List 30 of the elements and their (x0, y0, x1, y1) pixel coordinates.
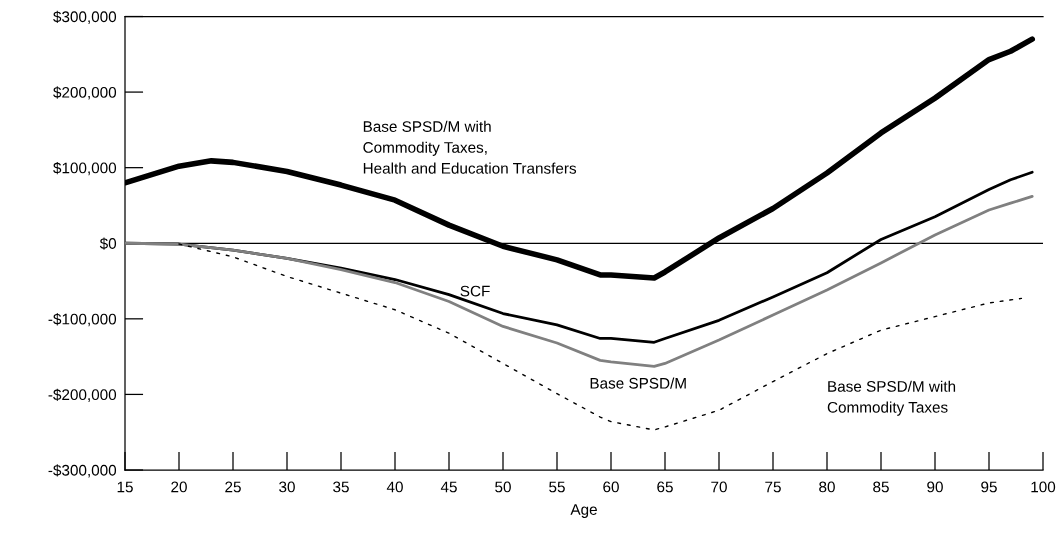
x-tick-label: 65 (657, 481, 673, 493)
x-tick-label: 35 (333, 481, 349, 493)
x-tick-label: 55 (549, 481, 565, 493)
series-label: Base SPSD/M with Commodity Taxes (827, 380, 956, 416)
y-tick-label: -$200,000 (48, 388, 117, 402)
x-tick-label: 75 (765, 481, 781, 493)
x-tick-label: 70 (711, 481, 727, 493)
series-label: Base SPSD/M with Commodity Taxes, Health and Education Transfers (363, 120, 577, 174)
y-tick-label: $200,000 (53, 86, 117, 100)
y-tick-label: -$300,000 (48, 464, 117, 478)
x-tick-label: 80 (819, 481, 835, 493)
x-tick-label: 40 (386, 481, 403, 493)
x-tick-label: 90 (927, 481, 943, 493)
x-tick-label: 95 (981, 481, 997, 493)
x-tick-label: 30 (279, 481, 295, 493)
x-tick-label: 50 (495, 481, 511, 493)
x-tick-label: 60 (603, 481, 619, 493)
x-tick-label: 25 (225, 481, 241, 493)
x-axis-title: Age (570, 504, 597, 518)
x-tick-label: 100 (1031, 481, 1056, 493)
x-tick-label: 15 (117, 481, 133, 493)
x-tick-label: 85 (873, 481, 889, 493)
y-tick-label: $0 (99, 237, 117, 250)
x-tick-label: 45 (440, 481, 457, 493)
series-label: Base SPSD/M (590, 377, 686, 389)
y-tick-label: -$100,000 (48, 313, 117, 327)
x-tick-label: 20 (171, 481, 187, 493)
y-tick-label: $300,000 (53, 10, 117, 24)
series-label: SCF (460, 285, 490, 297)
y-tick-label: $100,000 (53, 161, 117, 176)
